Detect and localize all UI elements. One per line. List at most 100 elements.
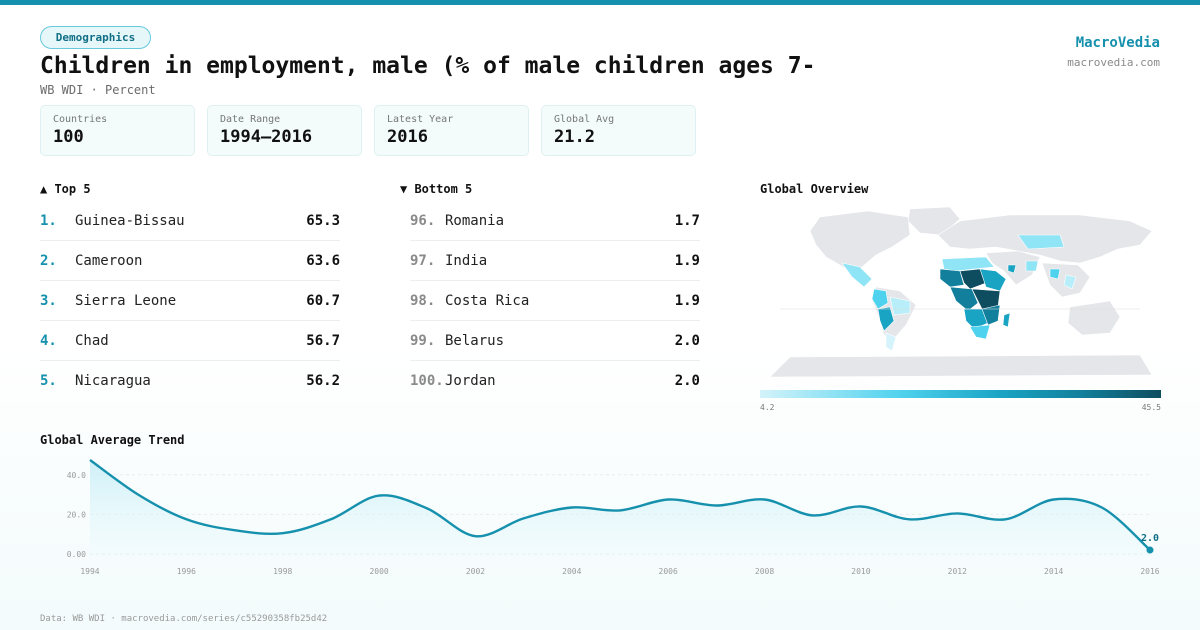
list-item[interactable]: 4. Chad 56.7	[40, 321, 340, 361]
stat-label: Latest Year	[387, 114, 454, 125]
trend-point-2008	[763, 498, 765, 500]
rank-number: 1.	[40, 212, 57, 229]
country-name: Sierra Leone	[75, 292, 177, 309]
trend-title: Global Average Trend	[40, 433, 185, 447]
footer-source: Data: WB WDI · macrovedia.com/series/c55…	[40, 614, 328, 624]
stat-value: 100	[53, 127, 84, 147]
rank-number: 97.	[410, 252, 436, 269]
country-value: 56.2	[306, 373, 340, 389]
y-tick-label: 20.0	[67, 510, 86, 519]
country-value: 1.9	[674, 292, 700, 309]
country-name: Jordan	[445, 373, 496, 389]
trend-point-1995	[137, 493, 139, 495]
country-name: Costa Rica	[445, 292, 530, 309]
bottom5-title: ▼ Bottom 5	[400, 182, 473, 196]
x-tick-label: 2002	[466, 567, 485, 576]
stat-card-latest-year: Latest Year 2016	[374, 105, 529, 156]
trend-area	[90, 460, 1150, 554]
world-choropleth-map[interactable]	[760, 205, 1161, 380]
rank-number: 96.	[410, 212, 436, 229]
country-value: 2.0	[674, 332, 700, 349]
top5-list: 1. Guinea-Bissau 65.3 2. Cameroon 63.6 3…	[40, 201, 340, 401]
trend-point-2004	[571, 506, 573, 508]
rank-number: 3.	[40, 292, 57, 309]
list-item[interactable]: 1. Guinea-Bissau 65.3	[40, 201, 340, 241]
x-tick-label: 2006	[659, 567, 678, 576]
trend-point-2001	[426, 507, 428, 509]
list-item[interactable]: 100. Jordan 2.0	[410, 361, 700, 401]
legend-max-label: 45.5	[1141, 403, 1161, 412]
country-name: Guinea-Bissau	[75, 212, 185, 229]
trend-point-1994	[89, 459, 91, 461]
legend-min-label: 4.2	[760, 403, 775, 412]
country-value: 2.0	[674, 373, 700, 389]
x-tick-label: 1996	[177, 567, 196, 576]
trend-point-1996	[185, 518, 187, 520]
x-tick-label: 1998	[273, 567, 292, 576]
country-value: 65.3	[306, 212, 340, 229]
trend-line-chart[interactable]: 0.00 20.0 40.0 1994 1996 1998 2000 2002 2004 200…	[40, 455, 1170, 585]
stat-value: 21.2	[554, 127, 595, 147]
list-item[interactable]: 5. Nicaragua 56.2	[40, 361, 340, 401]
map-legend-bar	[760, 390, 1161, 398]
country-name: India	[445, 252, 488, 269]
x-tick-label: 1994	[80, 567, 99, 576]
bottom5-list: 96. Romania 1.7 97. India 1.9 98. Costa …	[410, 201, 700, 401]
stat-card-global-avg: Global Avg 21.2	[541, 105, 696, 156]
country-name: Cameroon	[75, 252, 143, 269]
trend-point-2011	[908, 518, 910, 520]
rank-number: 4.	[40, 332, 57, 349]
brand-name[interactable]: MacroVedia	[1075, 35, 1160, 51]
stat-label: Global Avg	[554, 114, 615, 125]
list-item[interactable]: 2. Cameroon 63.6	[40, 241, 340, 281]
category-tag[interactable]: Demographics	[40, 26, 151, 49]
trend-end-point[interactable]	[1146, 546, 1154, 554]
x-tick-label: 2012	[948, 567, 967, 576]
stat-card-date-range: Date Range 1994–2016	[207, 105, 362, 156]
trend-point-2012	[956, 512, 958, 514]
trend-point-1999	[330, 518, 332, 520]
page-title: Children in employment, male (% of male …	[40, 53, 816, 79]
trend-point-1997	[233, 529, 235, 531]
x-tick-label: 2008	[755, 567, 774, 576]
country-value: 1.9	[674, 252, 700, 269]
brand-url[interactable]: macrovedia.com	[1067, 56, 1160, 69]
country-name: Nicaragua	[75, 373, 151, 389]
list-item[interactable]: 3. Sierra Leone 60.7	[40, 281, 340, 321]
rank-number: 2.	[40, 252, 57, 269]
trend-point-2013	[1004, 518, 1006, 520]
list-item[interactable]: 96. Romania 1.7	[410, 201, 700, 241]
country-name: Romania	[445, 212, 505, 229]
trend-point-2010	[860, 505, 862, 507]
trend-point-2005	[619, 509, 621, 511]
list-item[interactable]: 97. India 1.9	[410, 241, 700, 281]
x-tick-label: 2016	[1140, 567, 1159, 576]
trend-point-2002	[474, 535, 476, 537]
stat-value: 2016	[387, 127, 428, 147]
x-tick-label: 2010	[851, 567, 870, 576]
trend-point-2003	[522, 517, 524, 519]
page-subtitle: WB WDI · Percent	[40, 83, 156, 97]
stat-value: 1994–2016	[220, 127, 313, 147]
rank-number: 100.	[410, 373, 444, 389]
country-value: 1.7	[674, 212, 700, 229]
country-value: 56.7	[306, 332, 340, 349]
x-tick-label: 2014	[1044, 567, 1063, 576]
rank-number: 5.	[40, 373, 57, 389]
top-accent-bar	[0, 0, 1200, 5]
x-tick-label: 2000	[369, 567, 388, 576]
rank-number: 98.	[410, 292, 436, 309]
trend-series-line	[89, 459, 1151, 551]
country-name: Chad	[75, 332, 109, 349]
trend-point-2000	[378, 494, 380, 496]
trend-point-2006	[667, 498, 669, 500]
trend-end-label: 2.0	[1141, 533, 1159, 544]
list-item[interactable]: 98. Costa Rica 1.9	[410, 281, 700, 321]
list-item[interactable]: 99. Belarus 2.0	[410, 321, 700, 361]
trend-point-2009	[812, 514, 814, 516]
rank-number: 99.	[410, 332, 436, 349]
y-tick-label: 40.0	[67, 471, 86, 480]
y-tick-label: 0.00	[67, 550, 86, 559]
top5-title: ▲ Top 5	[40, 182, 91, 196]
map-title: Global Overview	[760, 182, 869, 196]
